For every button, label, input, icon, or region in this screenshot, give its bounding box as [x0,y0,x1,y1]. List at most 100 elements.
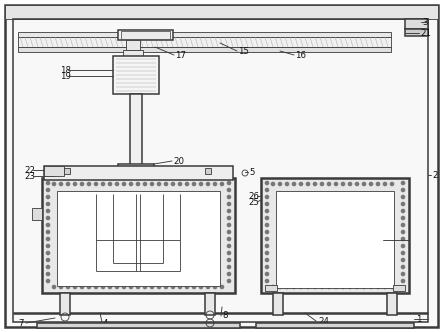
Bar [256,323,414,328]
Text: 25: 25 [248,198,259,207]
Bar [44,166,64,176]
Text: 26: 26 [248,192,259,201]
Circle shape [74,182,77,186]
Circle shape [199,182,202,186]
Circle shape [122,286,126,289]
Circle shape [401,280,404,283]
Bar [118,164,154,178]
Circle shape [265,223,268,227]
Bar [273,293,283,315]
Circle shape [362,182,365,186]
Text: 8: 8 [222,311,228,320]
Circle shape [227,209,231,212]
Circle shape [342,182,345,186]
Circle shape [206,286,210,289]
Circle shape [151,286,154,289]
Circle shape [401,216,404,219]
Circle shape [206,182,210,186]
Circle shape [179,286,182,289]
Bar [37,323,240,328]
Circle shape [342,286,345,289]
Circle shape [227,265,231,269]
Circle shape [115,286,119,289]
Circle shape [401,244,404,248]
Circle shape [278,182,282,186]
Circle shape [47,216,50,219]
Circle shape [292,182,295,186]
Circle shape [265,237,268,241]
Circle shape [265,265,268,269]
Circle shape [265,251,268,255]
Circle shape [334,286,338,289]
Circle shape [52,286,56,289]
Circle shape [401,209,404,212]
Circle shape [401,203,404,206]
Circle shape [227,244,231,248]
Circle shape [369,182,373,186]
Bar [130,94,142,167]
Bar [405,29,428,36]
Circle shape [47,203,50,206]
Text: 3: 3 [422,18,427,27]
Text: 5: 5 [249,168,254,177]
Circle shape [401,188,404,192]
Bar [261,178,409,293]
Circle shape [401,258,404,262]
Circle shape [307,286,310,289]
Bar [265,285,277,291]
Circle shape [66,182,70,186]
Circle shape [47,237,50,241]
Circle shape [47,196,50,199]
Circle shape [101,286,105,289]
Bar [18,37,391,47]
Text: 15: 15 [238,46,249,55]
Circle shape [401,265,404,269]
Bar [276,191,394,288]
Circle shape [227,203,231,206]
Circle shape [59,286,62,289]
Bar [405,19,428,29]
Circle shape [401,223,404,227]
Circle shape [157,286,161,289]
Circle shape [265,216,268,219]
Circle shape [214,182,217,186]
Text: 22: 22 [24,165,35,175]
Circle shape [227,237,231,241]
Circle shape [47,251,50,255]
Circle shape [227,216,231,219]
Circle shape [115,182,119,186]
Circle shape [164,286,167,289]
Circle shape [401,230,404,234]
Circle shape [122,182,126,186]
Bar [205,168,211,174]
Circle shape [265,203,268,206]
Circle shape [136,286,140,289]
Circle shape [101,182,105,186]
Circle shape [227,280,231,283]
Circle shape [401,251,404,255]
Circle shape [355,182,358,186]
Bar [42,178,235,293]
Text: 24: 24 [318,317,329,326]
Circle shape [383,182,387,186]
Circle shape [47,181,50,185]
Circle shape [320,182,323,186]
Text: 21: 21 [420,29,431,38]
Bar [121,31,170,39]
Circle shape [221,286,224,289]
Circle shape [144,286,147,289]
Circle shape [355,286,358,289]
Circle shape [221,182,224,186]
Circle shape [47,258,50,262]
Circle shape [136,182,140,186]
Bar [393,285,405,291]
Circle shape [109,286,112,289]
Circle shape [265,230,268,234]
Bar [18,47,391,52]
Circle shape [199,286,202,289]
Circle shape [47,209,50,212]
Circle shape [265,181,268,185]
Circle shape [377,182,380,186]
Bar [60,293,70,315]
Circle shape [265,258,268,262]
